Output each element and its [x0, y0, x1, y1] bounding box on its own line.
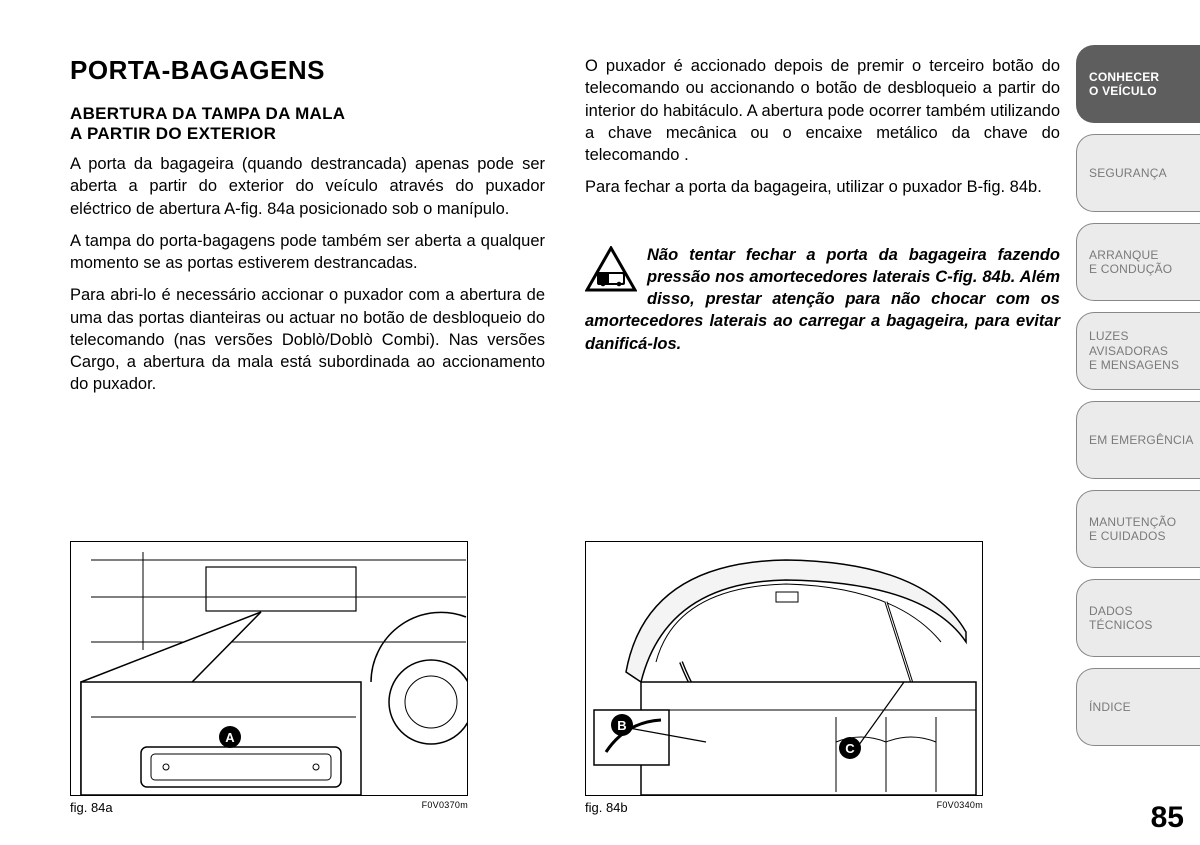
figure-label: fig. 84b — [585, 800, 628, 815]
tab-luzes-mensagens[interactable]: LUZES AVISADORAS E MENSAGENS — [1076, 312, 1200, 390]
tab-indice[interactable]: ÍNDICE — [1076, 668, 1200, 746]
paragraph: Para abri-lo é necessário accionar o pux… — [70, 284, 545, 395]
figure-84a-illustration — [71, 542, 468, 796]
tab-seguranca[interactable]: SEGURANÇA — [1076, 134, 1200, 212]
warning-box: Não tentar fechar a porta da bagageira f… — [585, 244, 1060, 355]
callout-a-badge: A — [219, 726, 241, 748]
paragraph: A porta da bagageira (quando destrancada… — [70, 153, 545, 220]
callout-b-badge: B — [611, 714, 633, 736]
section-subtitle: ABERTURA DA TAMPA DA MALA A PARTIR DO EX… — [70, 104, 545, 143]
paragraph: A tampa do porta-bagagens pode também se… — [70, 230, 545, 275]
figure-84a-wrap: A fig. 84a F0V0370m — [70, 541, 545, 815]
left-column: PORTA-BAGAGENS ABERTURA DA TAMPA DA MALA… — [70, 55, 545, 815]
paragraph: O puxador é accionado depois de premir o… — [585, 55, 1060, 166]
warning-triangle-icon — [585, 246, 637, 292]
figure-84b: B C — [585, 541, 983, 796]
tab-manutencao[interactable]: MANUTENÇÃO E CUIDADOS — [1076, 490, 1200, 568]
right-column: O puxador é accionado depois de premir o… — [585, 55, 1060, 815]
tab-dados-tecnicos[interactable]: DADOS TÉCNICOS — [1076, 579, 1200, 657]
page-number: 85 — [1151, 801, 1184, 835]
tab-emergencia[interactable]: EM EMERGÊNCIA — [1076, 401, 1200, 479]
figure-label: fig. 84a — [70, 800, 113, 815]
tab-conhecer-veiculo[interactable]: CONHECER O VEÍCULO — [1076, 45, 1200, 123]
callout-c-badge: C — [839, 737, 861, 759]
figure-84b-wrap: B C fig. 84b F0V0340m — [585, 541, 1060, 815]
section-title: PORTA-BAGAGENS — [70, 55, 545, 86]
warning-text: Não tentar fechar a porta da bagageira f… — [585, 246, 1060, 353]
tab-arranque-conducao[interactable]: ARRANQUE E CONDUÇÃO — [1076, 223, 1200, 301]
figure-84b-illustration — [586, 542, 983, 796]
figure-code: F0V0340m — [937, 800, 983, 815]
paragraph: Para fechar a porta da bagageira, utiliz… — [585, 176, 1060, 198]
side-tabs: CONHECER O VEÍCULO SEGURANÇA ARRANQUE E … — [1076, 45, 1200, 746]
figure-code: F0V0370m — [422, 800, 468, 815]
figure-84a: A — [70, 541, 468, 796]
